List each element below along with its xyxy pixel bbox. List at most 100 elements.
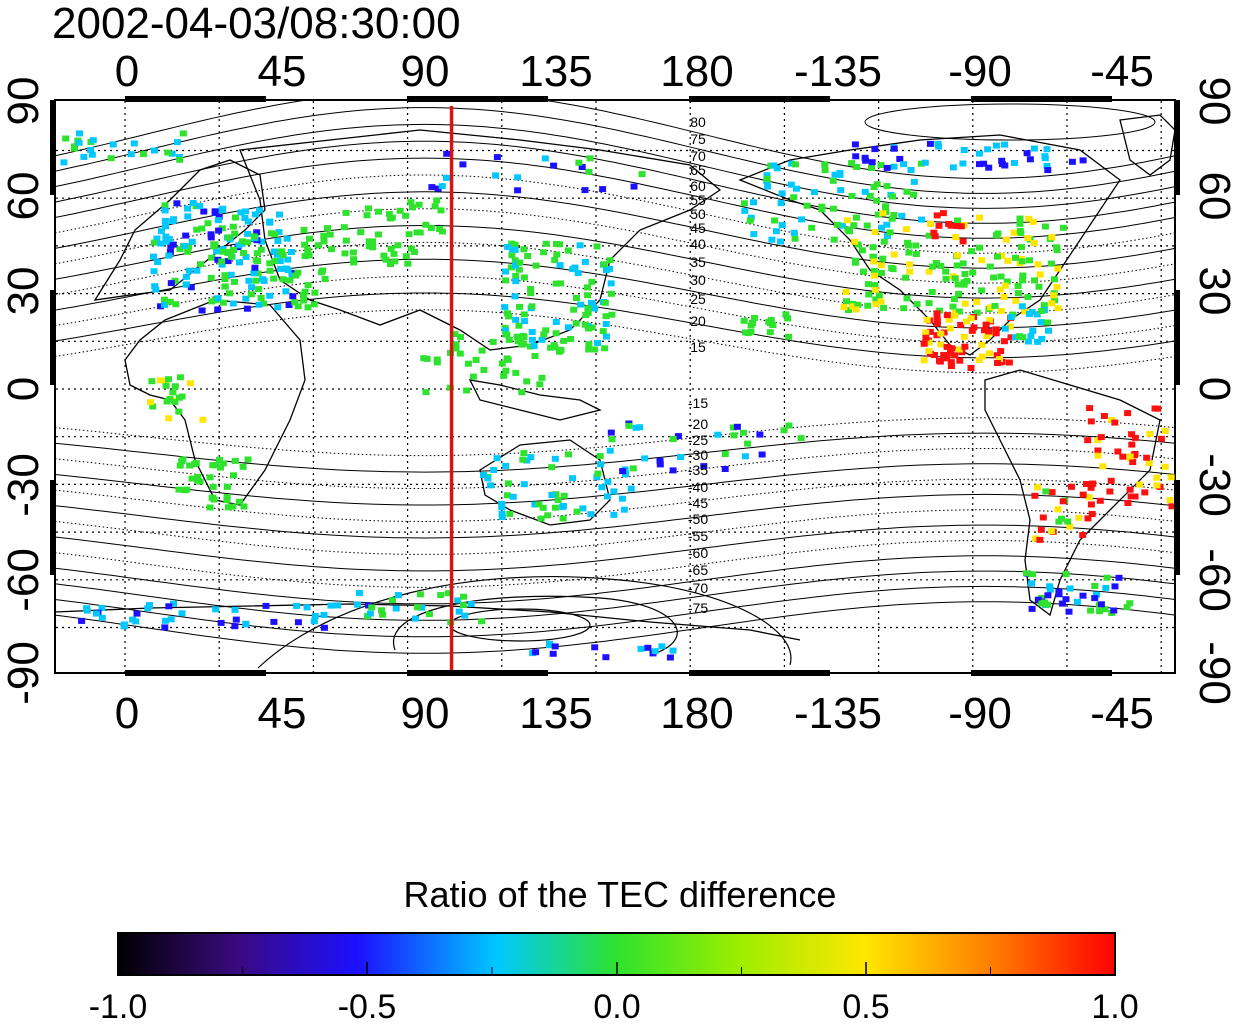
tec-cell — [1025, 215, 1033, 222]
lon-tick-bottom: 0 — [115, 689, 139, 738]
tec-cell — [211, 208, 219, 215]
tec-cell — [954, 281, 962, 288]
tec-cell — [870, 184, 878, 190]
tec-cell — [953, 262, 961, 269]
tec-cell — [552, 330, 560, 337]
tec-cell — [166, 298, 174, 305]
tec-cell — [949, 164, 957, 171]
tec-cell — [959, 238, 967, 245]
tec-cell — [1012, 297, 1020, 304]
tec-cell — [442, 174, 450, 181]
tec-cell — [253, 229, 261, 236]
tec-cell — [1043, 146, 1051, 153]
tec-cell — [230, 472, 237, 479]
tec-cell — [375, 231, 382, 238]
tec-cell — [930, 229, 938, 236]
frame-bar-top — [971, 96, 1112, 102]
tec-cell — [585, 341, 593, 348]
tec-cell — [976, 214, 984, 221]
tec-cell — [584, 305, 592, 312]
tec-cell — [227, 253, 235, 260]
tec-cell — [750, 314, 758, 321]
tec-cell — [146, 602, 153, 609]
tec-cell — [763, 176, 771, 182]
tec-cell — [310, 618, 318, 625]
tec-cell — [747, 329, 755, 335]
tec-cell — [1143, 454, 1151, 461]
tec-cell — [1037, 526, 1045, 533]
tec-cell — [221, 276, 229, 282]
tec-cell — [740, 317, 748, 324]
tec-cell — [456, 350, 464, 357]
tec-cell — [350, 256, 358, 263]
frame-bar-bottom — [971, 670, 1112, 676]
tec-cell — [896, 155, 904, 162]
tec-cell — [879, 255, 887, 262]
tec-cell — [504, 480, 512, 487]
lat-tick-left: -90 — [0, 641, 48, 705]
tec-cell — [75, 139, 83, 146]
tec-cell — [951, 275, 959, 282]
tec-cell — [866, 192, 874, 199]
tec-cell — [948, 345, 956, 352]
tec-cell — [601, 345, 609, 352]
tec-cell — [251, 264, 259, 271]
lon-tick-top: 45 — [258, 47, 307, 96]
tec-cell — [883, 221, 891, 228]
tec-cell — [833, 221, 841, 228]
tec-cell — [425, 611, 433, 618]
tec-cell — [167, 280, 175, 287]
tec-cell — [1034, 338, 1042, 345]
tec-cell — [928, 289, 936, 295]
tec-cell — [925, 268, 933, 275]
tec-cell — [768, 236, 776, 243]
tec-cell — [890, 211, 898, 218]
tec-cell — [599, 186, 607, 193]
tec-cell — [303, 604, 311, 611]
frame-bar-left — [50, 100, 56, 195]
tec-cell — [182, 281, 190, 288]
tec-cell — [154, 259, 162, 266]
tec-cell — [286, 277, 294, 284]
tec-cell — [773, 165, 781, 172]
tec-cell — [185, 267, 193, 274]
tec-cell — [1058, 600, 1066, 607]
tec-cell — [552, 319, 560, 325]
geomag-label: 35 — [690, 254, 706, 270]
geomag-contour-south-outer — [257, 575, 792, 669]
tec-cell — [567, 336, 575, 342]
tec-cell — [321, 276, 329, 282]
tec-cell — [1127, 493, 1135, 500]
geomag-contour — [55, 174, 1175, 254]
tec-cell — [994, 253, 1001, 260]
tec-cell — [502, 367, 510, 374]
tec-cell — [1011, 254, 1019, 261]
tec-cell — [503, 331, 511, 338]
tec-cell — [831, 171, 839, 178]
tec-cell — [171, 383, 179, 390]
tec-cell — [231, 278, 238, 285]
tec-cell — [883, 233, 891, 240]
tec-cell — [170, 216, 178, 223]
tec-cell — [254, 270, 262, 277]
tec-cell — [579, 505, 587, 512]
tec-cell — [791, 161, 799, 168]
tec-cell — [326, 231, 334, 238]
coastline — [1119, 114, 1175, 176]
tec-cell — [107, 155, 115, 162]
tec-cell — [392, 605, 400, 612]
tec-cell — [607, 280, 615, 287]
tec-cell — [951, 312, 959, 319]
tec-cell — [997, 348, 1005, 355]
tec-cell — [871, 146, 879, 153]
tec-cell — [328, 246, 335, 253]
tec-cell — [546, 642, 553, 649]
tec-cell — [870, 253, 878, 260]
tec-cell — [630, 183, 638, 190]
tec-cell — [207, 274, 215, 281]
tec-cell — [585, 346, 593, 353]
tec-cell — [532, 262, 540, 269]
tec-cell — [925, 339, 933, 346]
tec-cell — [207, 234, 215, 241]
